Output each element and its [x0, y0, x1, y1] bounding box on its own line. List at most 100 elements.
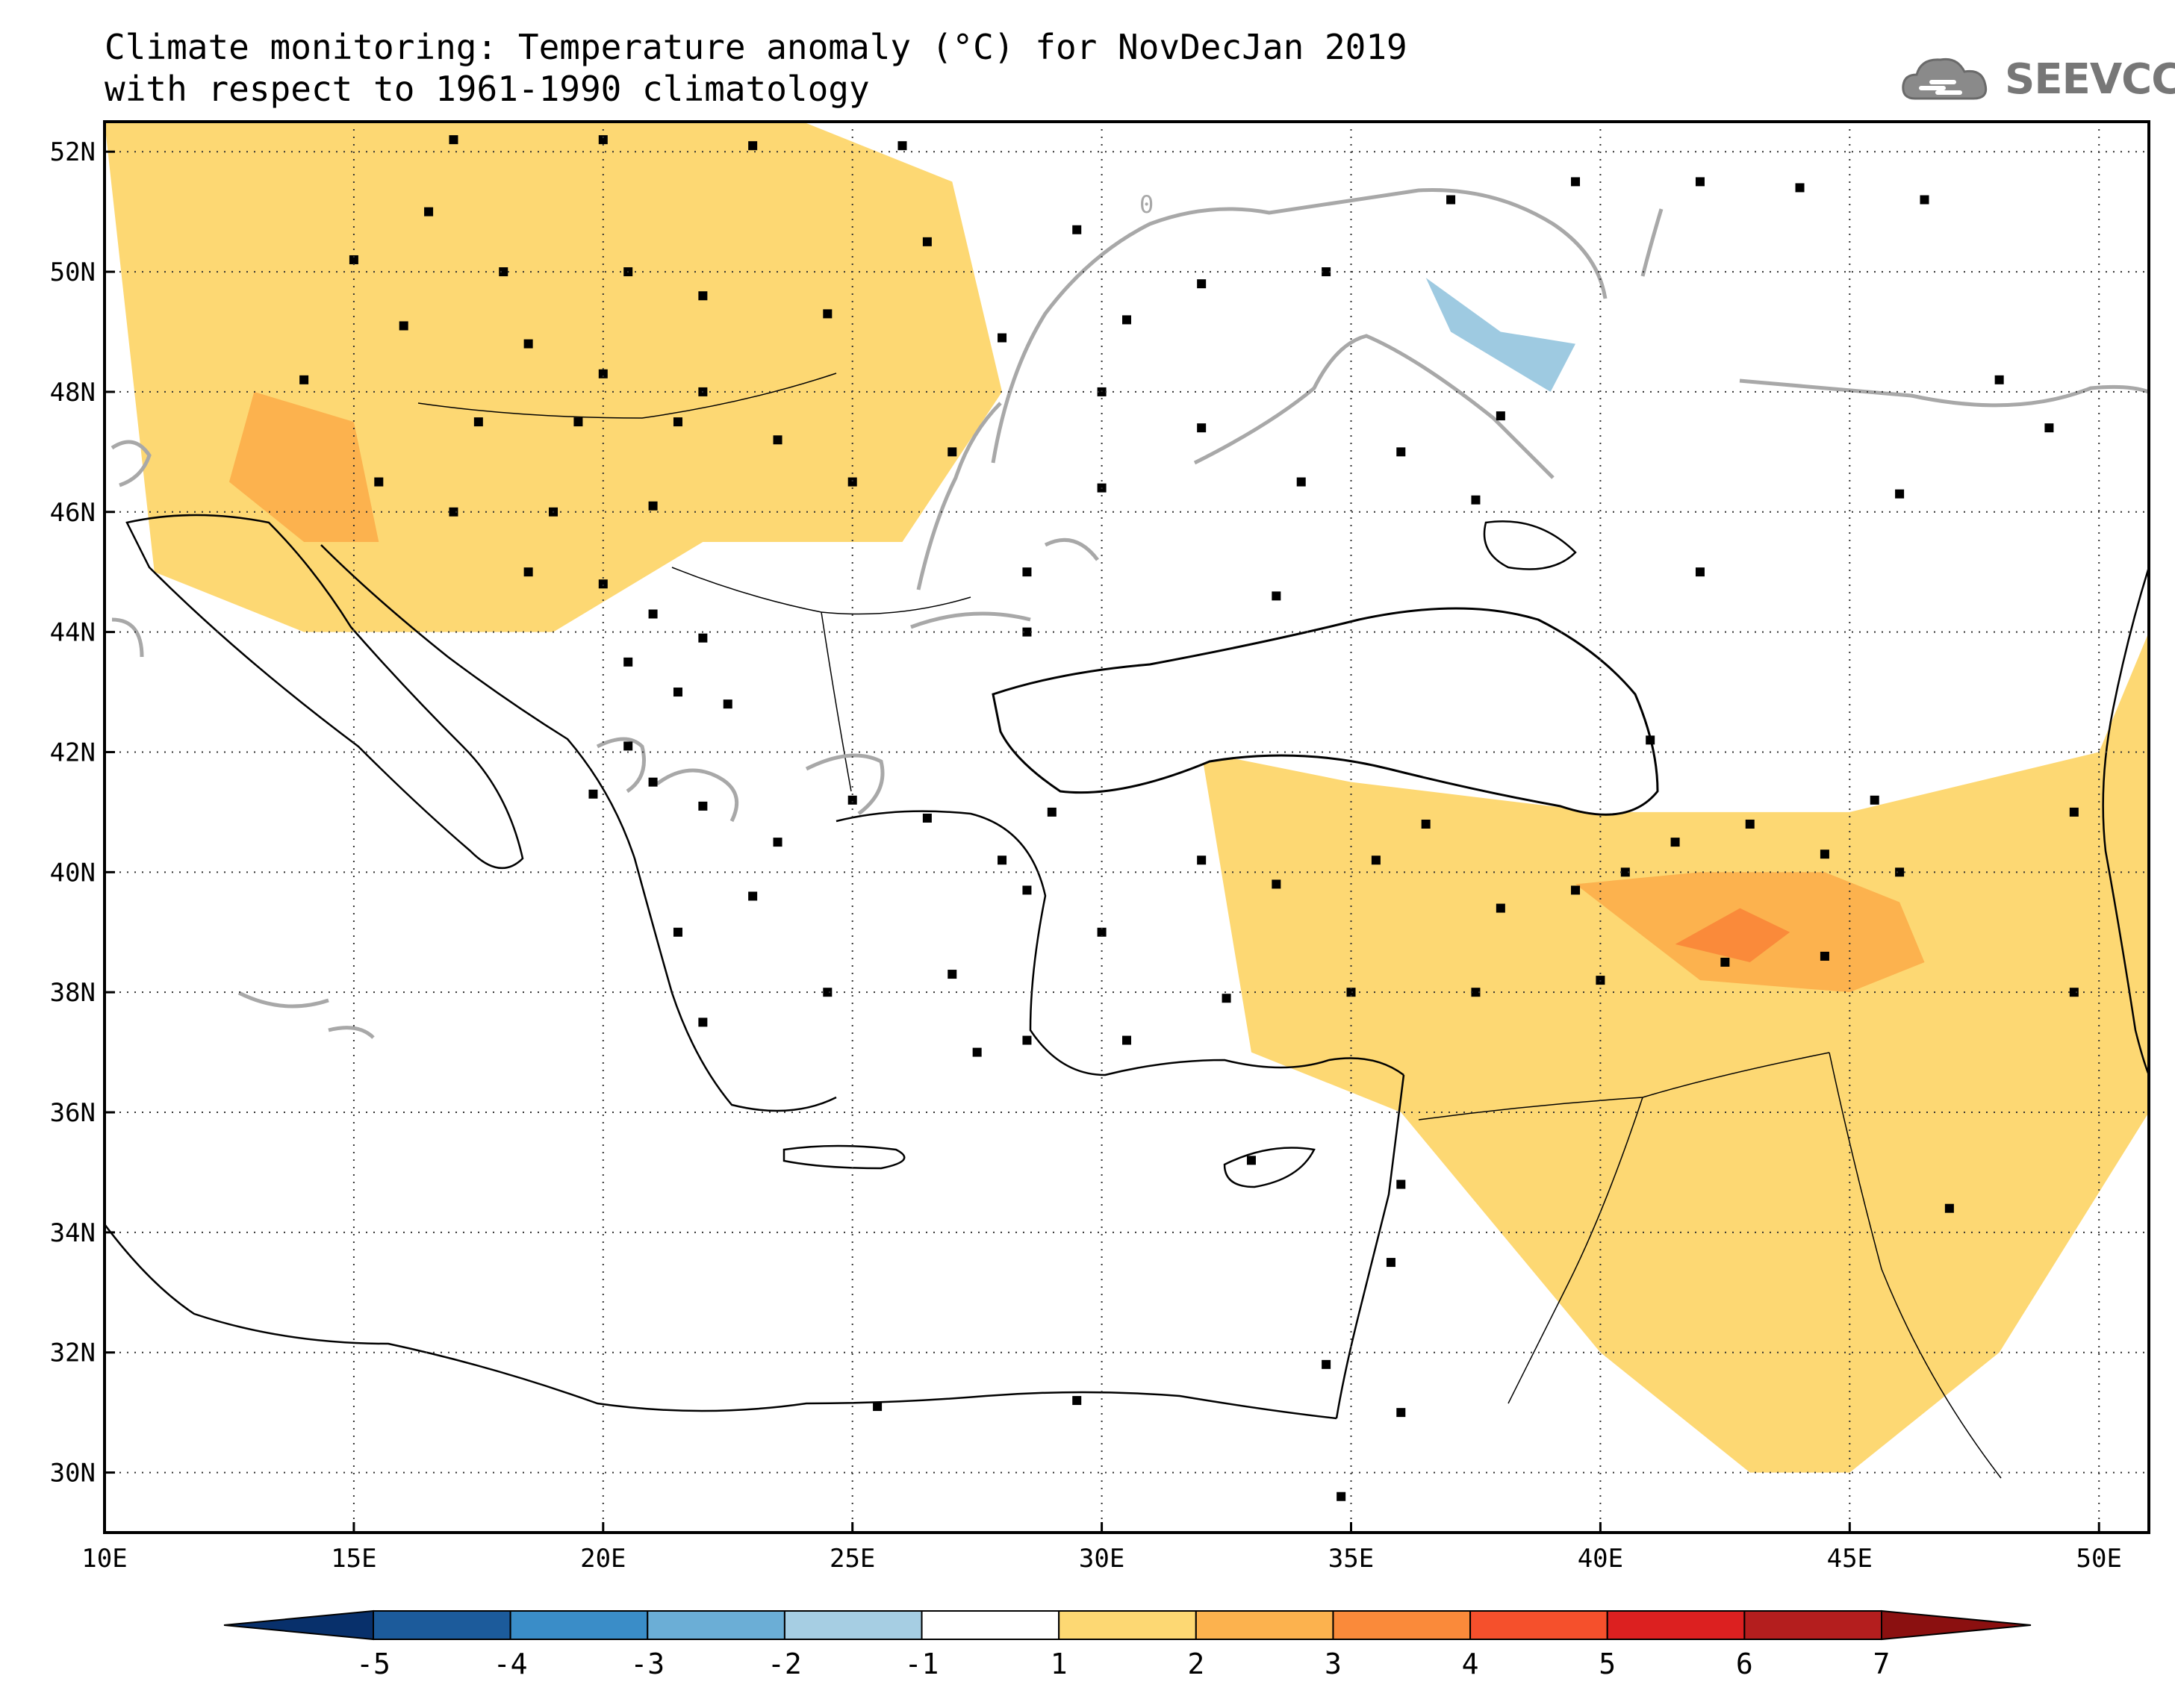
- colorbar-label: 6: [1736, 1648, 1753, 1680]
- station-marker: [449, 135, 458, 145]
- station-marker: [723, 699, 732, 709]
- station-marker: [1047, 807, 1057, 817]
- station-marker: [748, 891, 758, 901]
- lat-tick-label: 40N: [50, 858, 96, 888]
- cloud-icon: [1902, 57, 1988, 100]
- colorbar-swatch: [1195, 1610, 1334, 1640]
- colorbar-label: 4: [1462, 1648, 1479, 1680]
- seevccc-logo: SEEVCCC: [1899, 46, 2175, 113]
- anomaly-region-1-2: [1201, 632, 2149, 1473]
- station-marker: [948, 970, 957, 979]
- station-marker: [1571, 885, 1581, 895]
- colorbar: -5 -4 -3 -2 -1 1 2 3 4 5 6 7: [223, 1609, 2032, 1680]
- station-marker: [598, 369, 608, 378]
- station-marker: [1895, 867, 1905, 877]
- station-marker: [473, 417, 483, 427]
- stations: [299, 135, 2079, 1501]
- station-marker: [972, 1047, 982, 1057]
- colorbar-swatch: [1743, 1610, 1882, 1640]
- station-marker: [948, 447, 957, 457]
- lon-tick-label: 45E: [1827, 1544, 1873, 1574]
- station-marker: [1072, 225, 1082, 234]
- station-marker: [1620, 867, 1630, 877]
- station-marker: [922, 237, 932, 246]
- station-marker: [648, 609, 658, 619]
- station-marker: [1072, 1396, 1082, 1406]
- colorbar-arrow-high: [1881, 1609, 2032, 1641]
- lat-tick-label: 48N: [50, 378, 96, 408]
- station-marker: [673, 417, 682, 427]
- station-marker: [1720, 957, 1730, 967]
- station-marker: [1396, 447, 1406, 457]
- station-marker: [748, 141, 758, 151]
- station-marker: [673, 688, 682, 697]
- station-marker: [1820, 951, 1829, 961]
- lat-tick-label: 44N: [50, 618, 96, 648]
- station-marker: [1322, 1359, 1331, 1369]
- station-marker: [1386, 1258, 1395, 1268]
- lon-tick-label: 30E: [1079, 1544, 1124, 1574]
- anomaly-region-2-3: [228, 391, 379, 542]
- coastlines: [105, 373, 2149, 1479]
- station-marker: [1346, 988, 1356, 997]
- lon-tick-label: 10E: [81, 1544, 127, 1574]
- colorbar-arrow-low: [223, 1609, 374, 1641]
- station-marker: [1795, 183, 1805, 193]
- station-marker: [1122, 315, 1131, 325]
- station-marker: [1994, 375, 2004, 384]
- gridlines: [105, 122, 2149, 1533]
- station-marker: [499, 267, 508, 277]
- colorbar-swatch: [1469, 1610, 1608, 1640]
- station-marker: [1022, 627, 1032, 637]
- station-marker: [1097, 927, 1107, 937]
- station-marker: [374, 477, 384, 487]
- lat-tick-label: 34N: [50, 1218, 96, 1248]
- station-marker: [1870, 795, 1879, 805]
- lat-tick-label: 50N: [50, 258, 96, 287]
- station-marker: [1670, 838, 1680, 847]
- colorbar-label: -5: [356, 1648, 390, 1680]
- colorbar-swatch: [1332, 1610, 1472, 1640]
- station-marker: [1122, 1035, 1131, 1045]
- colorbar-swatch: [373, 1610, 511, 1640]
- contour-label: 0: [1139, 190, 1154, 219]
- colorbar-label: 2: [1187, 1648, 1204, 1680]
- station-marker: [1022, 567, 1032, 577]
- lat-tick-label: 42N: [50, 738, 96, 767]
- station-marker: [1022, 1035, 1032, 1045]
- station-marker: [873, 1402, 883, 1412]
- station-marker: [897, 141, 907, 151]
- colorbar-swatch: [509, 1610, 649, 1640]
- station-marker: [1695, 177, 1705, 187]
- colorbar-label: 1: [1051, 1648, 1068, 1680]
- station-marker: [698, 291, 708, 301]
- station-marker: [998, 333, 1007, 343]
- station-marker: [1246, 1156, 1256, 1165]
- lon-tick-label: 35E: [1328, 1544, 1374, 1574]
- map-subtitle: with respect to 1961-1990 climatology: [105, 69, 870, 109]
- station-marker: [2069, 807, 2079, 817]
- station-marker: [1446, 195, 1456, 205]
- station-marker: [1496, 903, 1505, 913]
- station-marker: [1571, 177, 1581, 187]
- station-marker: [698, 633, 708, 643]
- colorbar-label: 5: [1599, 1648, 1616, 1680]
- colorbar-swatch: [783, 1610, 923, 1640]
- station-marker: [1944, 1203, 1954, 1213]
- station-marker: [588, 789, 598, 799]
- lat-tick-label: 46N: [50, 498, 96, 528]
- station-marker: [623, 657, 633, 667]
- lat-tick-label: 38N: [50, 978, 96, 1008]
- station-marker: [424, 207, 434, 216]
- lat-tick-label: 30N: [50, 1459, 96, 1489]
- station-marker: [399, 321, 408, 331]
- station-marker: [1496, 411, 1505, 421]
- lon-tick-label: 15E: [331, 1544, 376, 1574]
- colorbar-swatch: [647, 1610, 785, 1640]
- station-marker: [922, 813, 932, 823]
- station-marker: [1396, 1179, 1406, 1189]
- axis-ticks: 10E 15E 20E 25E 30E 35E 40E 45E 50E 30N 32N 34N 36N 3…: [50, 137, 2122, 1574]
- station-marker: [2069, 988, 2079, 997]
- station-marker: [1895, 489, 1905, 499]
